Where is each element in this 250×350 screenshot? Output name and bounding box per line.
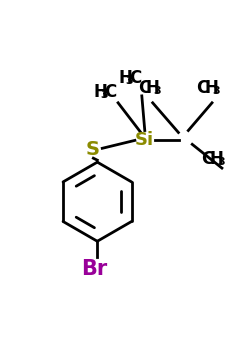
Text: 3: 3 [217,157,224,167]
Text: 3: 3 [154,86,161,96]
Text: Si: Si [135,131,154,149]
Text: C: C [104,83,117,101]
Text: H: H [209,150,223,168]
Text: C: C [201,150,213,168]
Text: Br: Br [81,259,108,279]
Text: 3: 3 [125,76,132,86]
Text: C: C [196,79,208,97]
Text: H: H [204,79,218,97]
Text: S: S [85,140,99,159]
Text: H: H [118,69,132,87]
Text: H: H [146,79,160,97]
Text: C: C [138,79,150,97]
Text: 3: 3 [212,86,220,96]
Text: 3: 3 [100,90,108,100]
Text: H: H [93,83,107,101]
Text: C: C [129,69,141,87]
